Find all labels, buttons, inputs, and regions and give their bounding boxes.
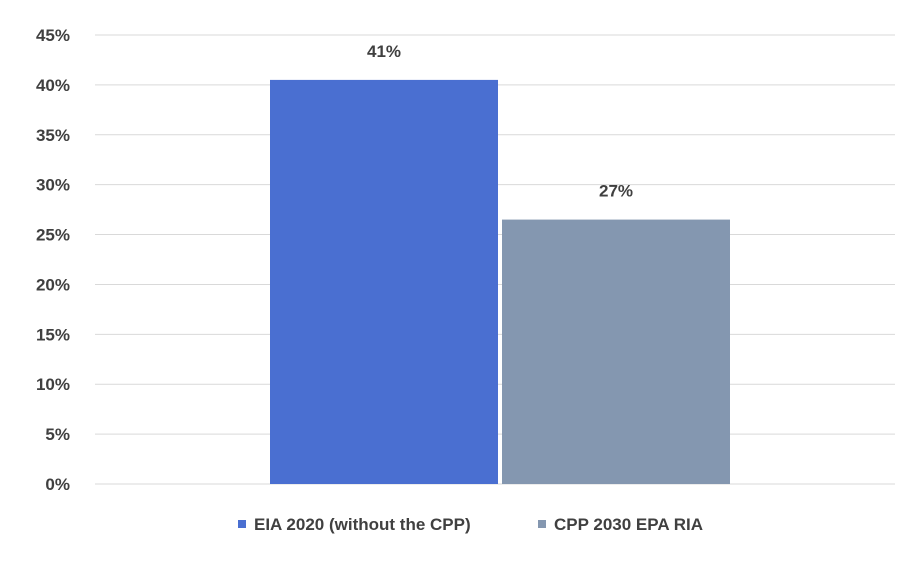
y-tick-label: 30% [36, 176, 70, 195]
legend-label: CPP 2030 EPA RIA [554, 515, 703, 534]
y-tick-label: 5% [45, 425, 70, 444]
legend: EIA 2020 (without the CPP) CPP 2030 EPA R… [238, 515, 703, 534]
y-tick-label: 0% [45, 475, 70, 494]
data-label: 27% [599, 182, 633, 201]
y-tick-label: 10% [36, 375, 70, 394]
y-tick-label: 15% [36, 325, 70, 344]
legend-swatch [538, 520, 546, 528]
bar [270, 79, 498, 485]
y-tick-label: 20% [36, 275, 70, 294]
y-tick-label: 35% [36, 126, 70, 145]
bars [270, 79, 730, 485]
y-tick-label: 25% [36, 226, 70, 245]
y-tick-label: 45% [36, 26, 70, 45]
legend-swatch [238, 520, 246, 528]
y-axis-ticks: 0% 5% 10% 15% 20% 25% 30% 35% 40% 45% [36, 26, 70, 494]
bar [502, 219, 730, 485]
y-tick-label: 40% [36, 76, 70, 95]
legend-label: EIA 2020 (without the CPP) [254, 515, 471, 534]
data-labels: 41% 27% [367, 42, 633, 201]
data-label: 41% [367, 42, 401, 61]
